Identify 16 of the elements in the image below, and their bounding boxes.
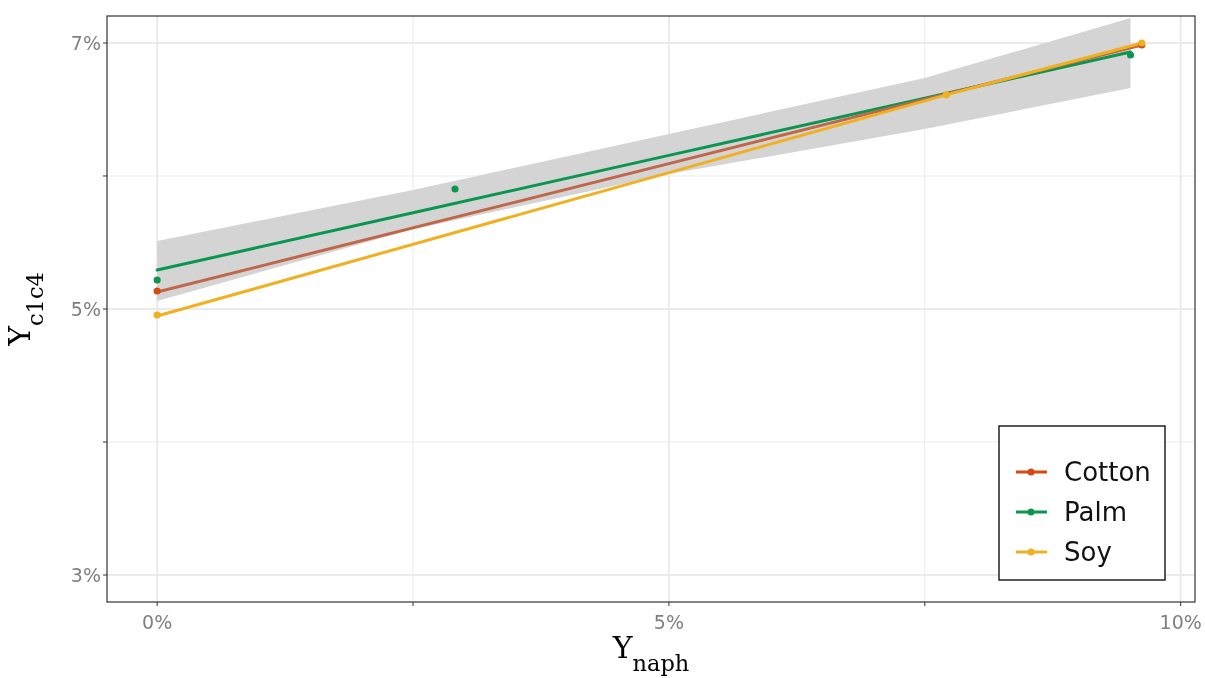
- x-tick-label: 0%: [142, 611, 173, 633]
- legend-label: Palm: [1064, 497, 1127, 527]
- y-tick-label: 5%: [70, 298, 101, 320]
- point: [942, 91, 950, 99]
- point: [1126, 51, 1135, 59]
- y-tick-label: 7%: [70, 32, 101, 54]
- x-tick-label: 10%: [1159, 611, 1202, 633]
- point: [153, 276, 161, 284]
- legend-label: Soy: [1064, 537, 1112, 567]
- x-tick-label: 5%: [653, 611, 684, 633]
- legend-label: Cotton: [1064, 457, 1151, 487]
- x-axis-title: Y$_{naph}$: [611, 630, 690, 676]
- point: [451, 185, 459, 193]
- y-tick-label: 3%: [70, 564, 101, 586]
- point: [153, 311, 161, 319]
- point: [153, 287, 161, 295]
